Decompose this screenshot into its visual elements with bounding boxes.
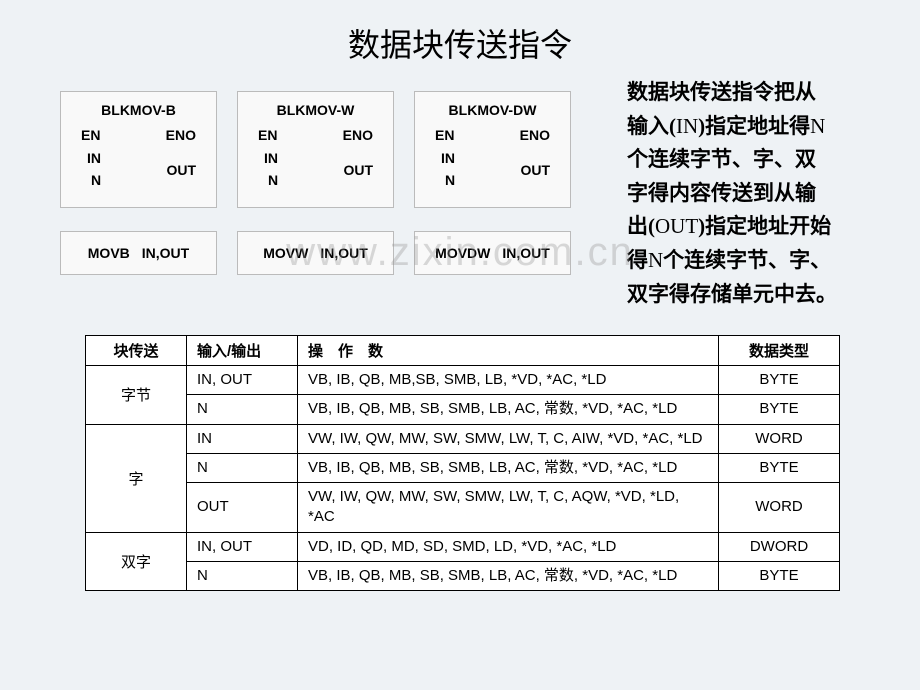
desc-line: )指定地址得 [698,114,810,138]
cell-type: DWORD [719,532,840,561]
th-io: 输入/输出 [187,336,298,366]
block-eno-label: ENO [343,127,373,143]
operand-table-wrap: 块传送 输入/输出 操 作 数 数据类型 字节 IN, OUT VB, IB, … [85,335,840,591]
cell-block-word: 字 [86,424,187,532]
table-row: 字节 IN, OUT VB, IB, QB, MB,SB, SMB, LB, *… [86,366,840,395]
inst-movw: MOVW IN,OUT [237,231,394,275]
block-out-label: OUT [520,162,550,178]
desc-line: 出( [627,214,655,238]
cell-ops: VB, IB, QB, MB, SB, SMB, LB, AC, 常数, *VD… [298,453,719,482]
cell-type: BYTE [719,395,840,424]
desc-en: IN [676,114,698,138]
block-n-label: N [445,172,455,188]
inst-movdw: MOVDW IN,OUT [414,231,571,275]
table-row: 字 IN VW, IW, QW, MW, SW, SMW, LW, T, C, … [86,424,840,453]
table-row: OUT VW, IW, QW, MW, SW, SMW, LW, T, C, A… [86,483,840,533]
blocks-container: BLKMOV-B EN ENO IN N OUT BLKMOV-W EN ENO… [60,91,571,208]
operand-table: 块传送 输入/输出 操 作 数 数据类型 字节 IN, OUT VB, IB, … [85,335,840,591]
inst-args: IN,OUT [320,245,367,261]
block-en-label: EN [435,127,454,143]
block-n-label: N [91,172,101,188]
desc-line: 个连续字节、字、 [663,248,831,272]
cell-io: OUT [187,483,298,533]
inst-movb: MOVB IN,OUT [60,231,217,275]
description-text: 数据块传送指令把从 输入(IN)指定地址得N 个连续字节、字、双 字得内容传送到… [627,76,902,311]
inst-op: MOVDW [435,245,490,261]
block-title: BLKMOV-DW [415,92,570,118]
inst-op: MOVW [263,245,308,261]
table-header-row: 块传送 输入/输出 操 作 数 数据类型 [86,336,840,366]
cell-type: BYTE [719,561,840,590]
desc-line: 得 [627,248,648,272]
desc-line: 双字得存储单元中去。 [627,282,837,306]
cell-ops: VB, IB, QB, MB, SB, SMB, LB, AC, 常数, *VD… [298,395,719,424]
inst-args: IN,OUT [142,245,189,261]
th-ops: 操 作 数 [298,336,719,366]
block-blkmov-b: BLKMOV-B EN ENO IN N OUT [60,91,217,208]
cell-block-dword: 双字 [86,532,187,591]
cell-ops: VB, IB, QB, MB, SB, SMB, LB, AC, 常数, *VD… [298,561,719,590]
upper-area: BLKMOV-B EN ENO IN N OUT BLKMOV-W EN ENO… [0,76,920,316]
cell-io: N [187,395,298,424]
cell-type: BYTE [719,366,840,395]
block-blkmov-dw: BLKMOV-DW EN ENO IN N OUT [414,91,571,208]
table-row: N VB, IB, QB, MB, SB, SMB, LB, AC, 常数, *… [86,561,840,590]
desc-line: 个连续字节、字、双 [627,147,816,171]
cell-io: IN, OUT [187,366,298,395]
cell-type: WORD [719,424,840,453]
block-title: BLKMOV-B [61,92,216,118]
cell-io: IN [187,424,298,453]
desc-en: N [810,114,825,138]
cell-io: N [187,561,298,590]
cell-ops: VD, ID, QD, MD, SD, SMD, LD, *VD, *AC, *… [298,532,719,561]
block-n-label: N [268,172,278,188]
th-block: 块传送 [86,336,187,366]
desc-line: 输入( [627,114,676,138]
desc-line: 字得内容传送到从输 [627,181,816,205]
desc-line: 数据块传送指令把从 [627,80,816,104]
cell-type: BYTE [719,453,840,482]
cell-type: WORD [719,483,840,533]
instructions-container: MOVB IN,OUT MOVW IN,OUT MOVDW IN,OUT [60,231,571,275]
block-blkmov-w: BLKMOV-W EN ENO IN N OUT [237,91,394,208]
cell-block-byte: 字节 [86,366,187,425]
block-in-label: IN [87,150,101,166]
table-row: 双字 IN, OUT VD, ID, QD, MD, SD, SMD, LD, … [86,532,840,561]
cell-io: N [187,453,298,482]
desc-line: )指定地址开始 [698,214,831,238]
cell-io: IN, OUT [187,532,298,561]
block-out-label: OUT [343,162,373,178]
cell-ops: VW, IW, QW, MW, SW, SMW, LW, T, C, AIW, … [298,424,719,453]
cell-ops: VB, IB, QB, MB,SB, SMB, LB, *VD, *AC, *L… [298,366,719,395]
cell-ops: VW, IW, QW, MW, SW, SMW, LW, T, C, AQW, … [298,483,719,533]
block-en-label: EN [258,127,277,143]
block-in-label: IN [441,150,455,166]
page-title: 数据块传送指令 [0,0,920,76]
table-row: N VB, IB, QB, MB, SB, SMB, LB, AC, 常数, *… [86,453,840,482]
block-en-label: EN [81,127,100,143]
block-in-label: IN [264,150,278,166]
th-type: 数据类型 [719,336,840,366]
desc-en: N [648,248,663,272]
block-eno-label: ENO [166,127,196,143]
block-eno-label: ENO [520,127,550,143]
inst-args: IN,OUT [502,245,549,261]
table-row: N VB, IB, QB, MB, SB, SMB, LB, AC, 常数, *… [86,395,840,424]
block-title: BLKMOV-W [238,92,393,118]
inst-op: MOVB [88,245,130,261]
block-out-label: OUT [166,162,196,178]
desc-en: OUT [655,214,698,238]
